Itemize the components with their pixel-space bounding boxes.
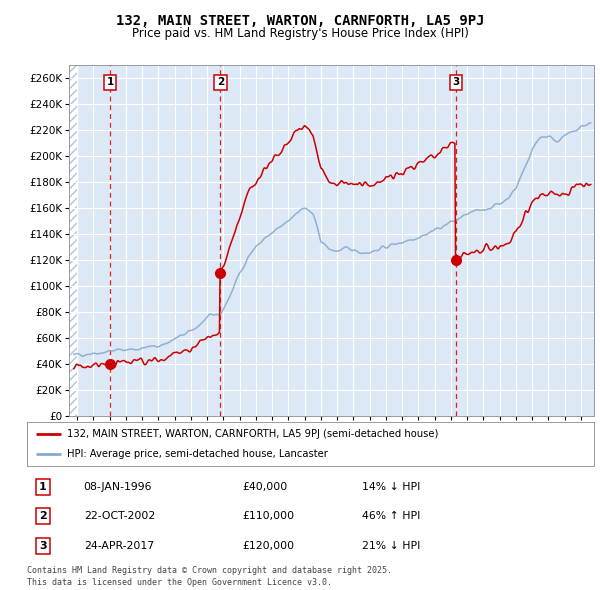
Text: 132, MAIN STREET, WARTON, CARNFORTH, LA5 9PJ: 132, MAIN STREET, WARTON, CARNFORTH, LA5… [116, 14, 484, 28]
Text: 3: 3 [39, 541, 47, 551]
Text: 24-APR-2017: 24-APR-2017 [84, 541, 154, 551]
Text: 08-JAN-1996: 08-JAN-1996 [84, 481, 152, 491]
Text: Price paid vs. HM Land Registry's House Price Index (HPI): Price paid vs. HM Land Registry's House … [131, 27, 469, 40]
Text: 21% ↓ HPI: 21% ↓ HPI [362, 541, 420, 551]
Text: 14% ↓ HPI: 14% ↓ HPI [362, 481, 420, 491]
Text: 46% ↑ HPI: 46% ↑ HPI [362, 511, 420, 521]
Text: 2: 2 [217, 77, 224, 87]
Text: £120,000: £120,000 [242, 541, 295, 551]
Text: 22-OCT-2002: 22-OCT-2002 [84, 511, 155, 521]
Text: 1: 1 [106, 77, 114, 87]
Bar [69, 65, 77, 416]
Text: 1: 1 [39, 481, 47, 491]
Text: Contains HM Land Registry data © Crown copyright and database right 2025.
This d: Contains HM Land Registry data © Crown c… [27, 566, 392, 587]
Text: £40,000: £40,000 [242, 481, 288, 491]
Text: 132, MAIN STREET, WARTON, CARNFORTH, LA5 9PJ (semi-detached house): 132, MAIN STREET, WARTON, CARNFORTH, LA5… [67, 429, 438, 439]
Text: £110,000: £110,000 [242, 511, 295, 521]
Bar [69, 65, 77, 416]
Text: HPI: Average price, semi-detached house, Lancaster: HPI: Average price, semi-detached house,… [67, 449, 328, 459]
Text: 2: 2 [39, 511, 47, 521]
Text: 3: 3 [452, 77, 460, 87]
